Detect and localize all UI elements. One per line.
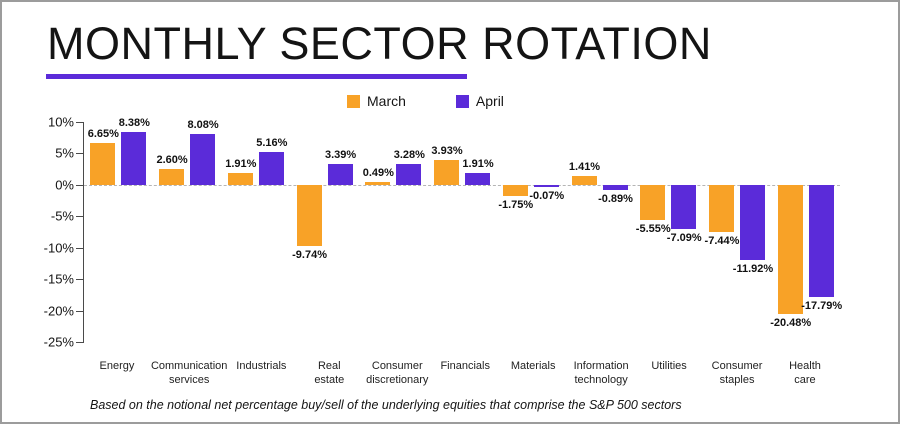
y-axis-label: -20% bbox=[43, 303, 74, 319]
category-label: Materials bbox=[510, 360, 556, 372]
legend-item-march: March bbox=[347, 93, 406, 109]
bar-april bbox=[671, 184, 697, 230]
title-underline bbox=[46, 74, 467, 79]
category-column: -9.74% 3.39% bbox=[290, 122, 359, 342]
bar-march bbox=[227, 172, 253, 185]
value-label: 3.28% bbox=[393, 149, 425, 162]
category-column: -1.75% -0.07% bbox=[496, 122, 565, 342]
bar-march bbox=[296, 184, 322, 247]
value-label: -20.48% bbox=[770, 316, 812, 329]
y-axis-label: 10% bbox=[47, 114, 74, 130]
y-axis-tick bbox=[76, 122, 84, 123]
category-label: Consumer staples bbox=[711, 360, 763, 386]
category-column: 1.91% 5.16% bbox=[221, 122, 290, 342]
bar-april bbox=[190, 134, 216, 185]
y-axis-tick bbox=[76, 342, 84, 343]
bar-march bbox=[640, 184, 666, 220]
bar-march bbox=[90, 143, 116, 185]
value-label: -0.89% bbox=[598, 193, 633, 206]
value-label: 3.93% bbox=[431, 145, 463, 158]
plot-area: 6.65% 8.38% 2.60% 8.08% 1.91% 5.16% -9.74% 3.39… bbox=[76, 117, 843, 343]
value-label: -1.75% bbox=[498, 198, 534, 211]
y-axis-label: -15% bbox=[43, 271, 74, 287]
legend-item-april: April bbox=[455, 93, 504, 109]
y-axis-label: 0% bbox=[55, 177, 74, 193]
value-label: 6.65% bbox=[87, 128, 119, 141]
category-label: Energy bbox=[99, 360, 135, 372]
category-label: Information technology bbox=[573, 360, 629, 386]
category-label: Consumer discretionary bbox=[366, 360, 429, 386]
zero-line bbox=[84, 184, 840, 186]
y-axis-label: -5% bbox=[50, 208, 74, 224]
march-swatch-icon bbox=[347, 94, 360, 108]
y-axis: 10% 5% 0% -5% -10% -15% -20% -25% bbox=[30, 115, 74, 350]
bar-march bbox=[434, 160, 460, 185]
y-axis-label: 5% bbox=[55, 145, 74, 161]
value-label: 8.38% bbox=[118, 117, 150, 130]
value-label: -9.74% bbox=[292, 249, 327, 262]
category-column: 0.49% 3.28% bbox=[359, 122, 428, 342]
legend: March April bbox=[347, 93, 504, 109]
bar-april bbox=[739, 184, 765, 260]
category-column: -20.48% -17.79% bbox=[770, 122, 843, 342]
bar-march bbox=[777, 184, 803, 314]
value-label: -7.44% bbox=[704, 234, 740, 247]
y-axis-tick bbox=[76, 310, 84, 312]
value-label: -17.79% bbox=[801, 299, 843, 312]
category-label: Financials bbox=[440, 360, 490, 372]
value-label: 1.91% bbox=[225, 157, 257, 170]
value-label: 1.41% bbox=[568, 160, 601, 173]
category-label: Health care bbox=[789, 360, 821, 386]
value-label: -5.55% bbox=[635, 222, 671, 235]
bar-march bbox=[365, 181, 391, 185]
category-column: 2.60% 8.08% bbox=[153, 119, 222, 342]
value-label: 2.60% bbox=[156, 153, 188, 166]
y-axis-tick bbox=[76, 153, 84, 155]
category-label: Industrials bbox=[236, 360, 287, 372]
category-label: Utilities bbox=[651, 360, 687, 372]
category-column: -7.44% -11.92% bbox=[703, 122, 774, 342]
bar-march bbox=[502, 184, 528, 196]
value-label: 1.91% bbox=[462, 157, 494, 170]
bar-april bbox=[327, 163, 353, 185]
bar-april bbox=[258, 152, 284, 185]
y-axis-label: -10% bbox=[43, 240, 74, 256]
bar-april bbox=[465, 172, 491, 185]
page-title: MONTHLY SECTOR ROTATION bbox=[47, 18, 712, 69]
value-label: -7.09% bbox=[666, 232, 702, 245]
category-label: Real estate bbox=[314, 360, 345, 386]
bar-april bbox=[121, 132, 147, 185]
value-label: 5.16% bbox=[256, 137, 288, 150]
value-label: 3.39% bbox=[324, 148, 357, 161]
category-column: 3.93% 1.91% bbox=[428, 122, 497, 342]
value-label: -0.07% bbox=[529, 189, 565, 202]
bar-april bbox=[602, 184, 628, 191]
category-column: -5.55% -7.09% bbox=[634, 122, 703, 342]
y-axis-tick bbox=[76, 247, 84, 249]
bar-april bbox=[396, 164, 422, 185]
value-label: 8.08% bbox=[187, 119, 219, 132]
footnote: Based on the notional net percentage buy… bbox=[90, 398, 682, 412]
value-label: -11.92% bbox=[732, 262, 774, 275]
legend-label-march: March bbox=[367, 93, 406, 109]
y-axis-tick bbox=[76, 279, 84, 281]
bar-march bbox=[708, 184, 734, 232]
bar-april bbox=[533, 184, 559, 187]
category-label: Communication services bbox=[150, 360, 228, 386]
bar-march bbox=[571, 175, 597, 185]
category-labels: Energy Communication services Industrials Re… bbox=[83, 360, 839, 388]
legend-label-april: April bbox=[475, 93, 504, 109]
y-axis-tick bbox=[76, 216, 84, 218]
category-column: 6.65% 8.38% bbox=[84, 117, 153, 342]
value-label: 0.49% bbox=[362, 166, 394, 179]
bar-april bbox=[808, 184, 834, 297]
april-swatch-icon bbox=[455, 94, 469, 108]
y-axis-tick bbox=[76, 184, 84, 186]
category-column: 1.41% -0.89% bbox=[565, 122, 634, 342]
bar-march bbox=[159, 168, 185, 185]
y-axis-label: -25% bbox=[43, 334, 74, 350]
